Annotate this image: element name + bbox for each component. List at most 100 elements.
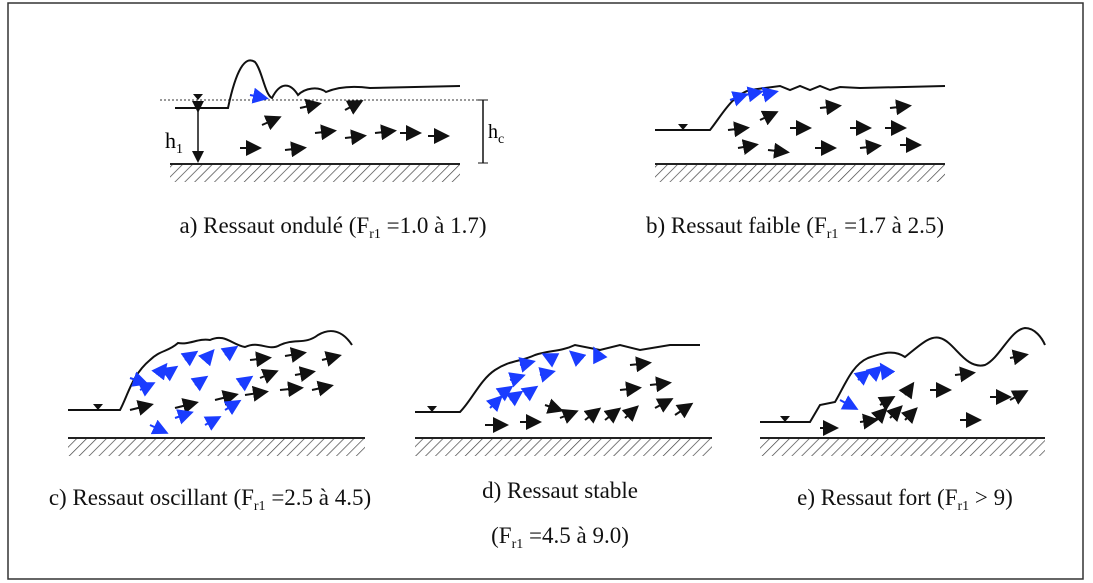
panel-a: h1 hc <box>160 59 504 182</box>
caption-part: r1 <box>254 499 266 514</box>
flow-arrow <box>744 86 764 103</box>
flow-arrow <box>729 91 749 107</box>
caption-part: a) Ressaut ondulé (F <box>180 213 370 238</box>
flow-arrow <box>520 385 539 402</box>
flow-arrow <box>508 372 526 388</box>
flow-arrow <box>737 139 759 155</box>
panel-b <box>655 84 946 182</box>
flow-arrow <box>485 395 503 413</box>
flow-arrow <box>900 407 918 425</box>
flow-arrow <box>311 380 334 397</box>
flow-arrow <box>889 99 912 116</box>
flow-arrow <box>284 141 307 158</box>
flow-arrow <box>244 385 269 402</box>
flow-arrow <box>129 400 154 416</box>
flow-arrow <box>954 366 976 383</box>
flow-arrow <box>761 86 779 103</box>
caption-part: =1.0 à 1.7) <box>381 213 487 238</box>
panel-d <box>415 343 712 456</box>
h1-label: h1 <box>165 128 183 157</box>
flow-arrow <box>505 390 524 407</box>
water-surface <box>415 343 700 413</box>
flow-arrow <box>518 357 536 373</box>
flow-arrow <box>203 416 222 431</box>
flow-arrow <box>198 348 215 367</box>
flow-arrow <box>819 99 842 116</box>
flow-arrow <box>284 347 307 363</box>
flow-arrow <box>568 350 587 367</box>
water-surface <box>760 326 1046 423</box>
h1-base: h <box>165 128 176 153</box>
flow-arrow <box>649 376 672 393</box>
caption-part: =2.5 à 4.5) <box>266 485 372 510</box>
flow-arrow <box>294 366 316 382</box>
caption-a: a) Ressaut ondulé (Fr1 =1.0 à 1.7) <box>180 213 487 242</box>
hc-label: hc <box>488 121 504 147</box>
caption-part: r1 <box>369 227 381 242</box>
h1-sub: 1 <box>176 142 183 157</box>
flow-arrow <box>279 381 304 398</box>
flow-arrow <box>220 345 239 362</box>
flow-arrow <box>160 365 179 382</box>
caption-part: > 9) <box>969 485 1013 510</box>
flow-arrow <box>859 413 879 430</box>
flow-arrow <box>541 353 560 368</box>
flow-arrow <box>374 124 397 141</box>
flow-arrow <box>544 398 564 414</box>
flow-arrow <box>190 375 209 392</box>
flow-arrow <box>885 405 903 423</box>
flow-arrow <box>583 407 602 424</box>
flow-arrow <box>321 351 342 367</box>
flow-arrow <box>249 351 272 368</box>
flow-arrow <box>235 375 254 392</box>
flow-arrow <box>603 407 622 424</box>
flow-arrow <box>129 371 149 387</box>
captions: a) Ressaut ondulé (Fr1 =1.0 à 1.7) b) Re… <box>49 213 1013 552</box>
flow-arrow <box>344 129 367 146</box>
flow-arrow <box>174 398 199 414</box>
flow-arrow <box>344 100 364 115</box>
flow-arrow <box>654 398 674 413</box>
caption-d-line1: d) Ressaut stable <box>482 478 638 503</box>
caption-d-line2: (Fr1 =4.5 à 9.0) <box>491 523 629 552</box>
caption-part: e) Ressaut fort (F <box>797 485 957 510</box>
flow-arrow <box>853 369 872 386</box>
flow-arrow <box>674 402 694 419</box>
flow-arrow <box>137 382 156 397</box>
water-surface <box>655 84 946 131</box>
hc-sub: c <box>498 132 504 147</box>
flow-arrow <box>767 142 790 159</box>
ground-hatch <box>170 164 460 182</box>
flow-arrow <box>619 381 642 398</box>
flow-arrow <box>259 369 279 384</box>
caption-part: (F <box>491 523 511 548</box>
flow-arrow <box>839 395 859 410</box>
flow-arrow <box>495 385 514 402</box>
flow-arrow <box>1009 390 1029 405</box>
flow-arrow <box>898 381 915 400</box>
frame <box>7 2 1084 580</box>
caption-c: c) Ressaut oscillant (Fr1 =2.5 à 4.5) <box>49 485 371 514</box>
caption-part: =1.7 à 2.5) <box>838 213 944 238</box>
flow-arrow <box>865 365 884 382</box>
caption-part: r1 <box>827 227 839 242</box>
caption-part: =4.5 à 9.0) <box>523 523 629 548</box>
flow-arrow <box>877 395 896 411</box>
flow-arrow <box>180 350 199 367</box>
caption-part: b) Ressaut faible (F <box>646 213 827 238</box>
flow-arrow <box>859 139 882 156</box>
flow-arrow <box>870 407 888 425</box>
flow-arrow <box>299 98 322 115</box>
flow-arrow <box>151 362 168 381</box>
panel-c <box>68 330 365 456</box>
flow-arrow <box>559 409 579 424</box>
flow-arrow <box>593 346 608 365</box>
flow-arrow <box>879 362 896 381</box>
water-surface <box>175 59 461 109</box>
flow-arrow <box>1009 349 1029 366</box>
flow-arrow <box>149 419 169 435</box>
flow-arrow <box>314 124 337 141</box>
flow-arrow <box>538 367 556 383</box>
flow-arrow <box>261 115 282 131</box>
panel-e <box>760 326 1046 456</box>
